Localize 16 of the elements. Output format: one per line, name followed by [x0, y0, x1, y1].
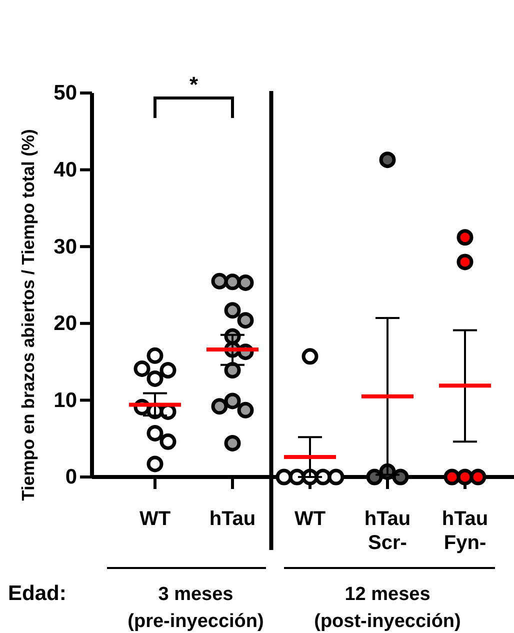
text: 12 meses (post-inyección): [314, 584, 461, 632]
y-tick-label: 10: [54, 388, 77, 412]
y-tick-label: 50: [54, 82, 77, 105]
text: 3 meses (pre-inyección): [128, 584, 264, 632]
y-tick-label: 40: [54, 158, 77, 182]
x-tick-label: hTau Fyn-: [442, 508, 488, 554]
text: Edad:: [8, 582, 66, 605]
x-tick-label: hTau: [209, 508, 256, 530]
annotation: *: [189, 72, 198, 97]
y-axis-title: Tiempo en brazos abiertos / Tiempo total (%): [18, 129, 38, 501]
x-tick-label: WT: [139, 508, 171, 530]
y-tick-label: 0: [65, 466, 77, 489]
y-tick-label: 30: [54, 235, 77, 258]
y-tick-label: 20: [54, 312, 77, 336]
x-tick-label: WT: [294, 508, 326, 530]
x-tick-label: hTau Scr-: [364, 508, 411, 554]
